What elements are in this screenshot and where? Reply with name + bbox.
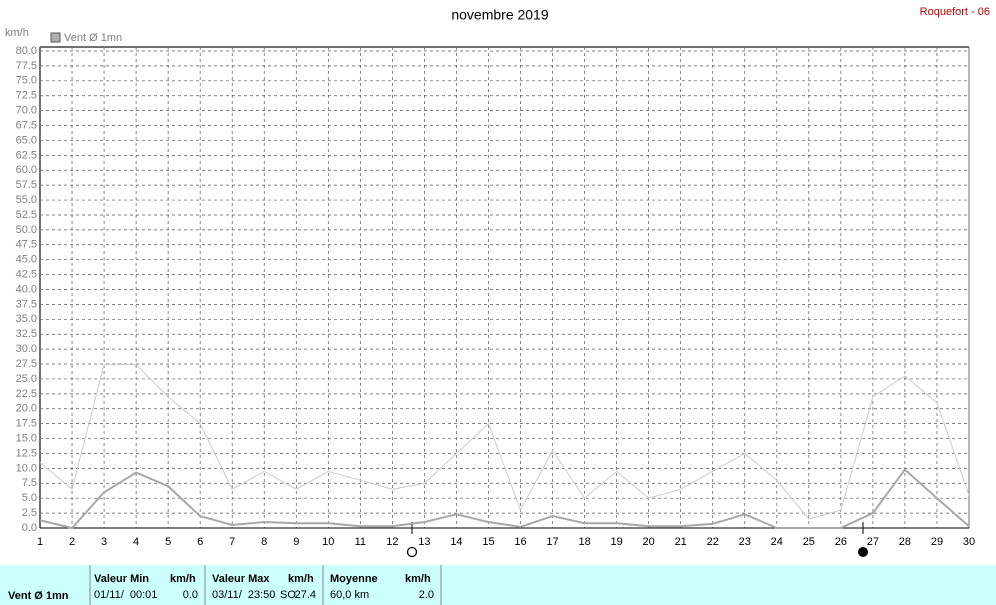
y-tick-label: 35.0	[16, 313, 37, 325]
y-tick-label: 77.5	[16, 60, 37, 72]
y-tick-label: 47.5	[16, 239, 37, 251]
x-tick-label: 4	[133, 536, 139, 548]
x-tick-label: 30	[963, 536, 975, 548]
station: Roquefort - 06	[920, 6, 990, 18]
y-tick-label: 40.0	[16, 283, 37, 295]
stats-title: Vent Ø 1mn	[8, 590, 69, 602]
x-tick-label: 17	[546, 536, 558, 548]
y-tick-label: 57.5	[16, 179, 37, 191]
stats-header: Moyenne	[330, 573, 378, 585]
y-tick-label: 7.5	[22, 477, 37, 489]
x-tick-label: 12	[386, 536, 398, 548]
x-tick-label: 27	[867, 536, 879, 548]
stats-when: 03/11/ 23:50	[212, 589, 275, 601]
stats-value: 0.0	[183, 589, 198, 601]
x-tick-label: 25	[803, 536, 815, 548]
full-moon	[406, 546, 418, 558]
stats-unit: km/h	[405, 573, 431, 585]
y-tick-label: 20.0	[16, 403, 37, 415]
x-tick-label: 23	[739, 536, 751, 548]
y-tick-label: 75.0	[16, 75, 37, 87]
y-tick-label: 12.5	[16, 447, 37, 459]
y-tick-label: 5.0	[22, 492, 37, 504]
x-tick-label: 7	[229, 536, 235, 548]
y-tick-label: 55.0	[16, 194, 37, 206]
stats-unit: km/h	[170, 573, 196, 585]
legend-swatch	[50, 32, 61, 43]
y-tick-label: 45.0	[16, 254, 37, 266]
x-tick-label: 21	[675, 536, 687, 548]
y-tick-label: 15.0	[16, 432, 37, 444]
x-tick-label: 14	[450, 536, 462, 548]
y-tick-label: 37.5	[16, 298, 37, 310]
y-tick-label: 32.5	[16, 328, 37, 340]
stats-header: Valeur Max	[212, 573, 270, 585]
x-tick-label: 13	[418, 536, 430, 548]
x-tick-label: 16	[514, 536, 526, 548]
x-tick-label: 1	[37, 536, 43, 548]
stats-when: 60,0 km	[330, 589, 369, 601]
x-tick-label: 18	[578, 536, 590, 548]
x-tick-label: 20	[643, 536, 655, 548]
stats-dir: SO	[280, 589, 296, 601]
y-tick-label: 80.0	[16, 45, 37, 57]
legend-label: Vent Ø 1mn	[64, 32, 122, 44]
x-tick-label: 29	[931, 536, 943, 548]
x-tick-label: 8	[261, 536, 267, 548]
y-axis-label: km/h	[5, 27, 29, 39]
y-tick-label: 65.0	[16, 134, 37, 146]
y-tick-label: 10.0	[16, 462, 37, 474]
x-tick-label: 19	[610, 536, 622, 548]
x-tick-label: 10	[322, 536, 334, 548]
y-tick-label: 0.0	[22, 522, 37, 534]
stats-panel	[0, 565, 996, 605]
y-tick-label: 17.5	[16, 418, 37, 430]
y-tick-label: 72.5	[16, 90, 37, 102]
x-tick-label: 9	[293, 536, 299, 548]
y-tick-label: 67.5	[16, 119, 37, 131]
series-line	[39, 364, 970, 520]
y-tick-label: 25.0	[16, 373, 37, 385]
y-tick-label: 30.0	[16, 343, 37, 355]
x-tick-label: 26	[835, 536, 847, 548]
stats-header: Valeur Min	[94, 573, 149, 585]
x-tick-label: 22	[707, 536, 719, 548]
y-tick-label: 2.5	[22, 507, 37, 519]
y-tick-label: 42.5	[16, 269, 37, 281]
x-tick-label: 28	[899, 536, 911, 548]
x-tick-label: 3	[101, 536, 107, 548]
chart-title: novembre 2019	[451, 7, 549, 23]
stats-value: 27.4	[295, 589, 316, 601]
stats-when: 01/11/ 00:01	[94, 589, 157, 601]
y-tick-label: 62.5	[16, 149, 37, 161]
y-tick-label: 22.5	[16, 388, 37, 400]
x-tick-label: 5	[165, 536, 171, 548]
x-tick-label: 15	[482, 536, 494, 548]
x-tick-label: 6	[197, 536, 203, 548]
y-tick-label: 50.0	[16, 224, 37, 236]
x-tick-label: 24	[771, 536, 783, 548]
x-tick-label: 11	[355, 536, 366, 548]
y-tick-label: 60.0	[16, 164, 37, 176]
y-tick-label: 27.5	[16, 358, 37, 370]
stats-unit: km/h	[288, 573, 314, 585]
y-tick-label: 52.5	[16, 209, 37, 221]
y-tick-label: 70.0	[16, 105, 37, 117]
stats-value: 2.0	[419, 589, 434, 601]
new-moon	[858, 547, 868, 557]
series-line	[39, 468, 970, 530]
x-tick-label: 2	[69, 536, 75, 548]
